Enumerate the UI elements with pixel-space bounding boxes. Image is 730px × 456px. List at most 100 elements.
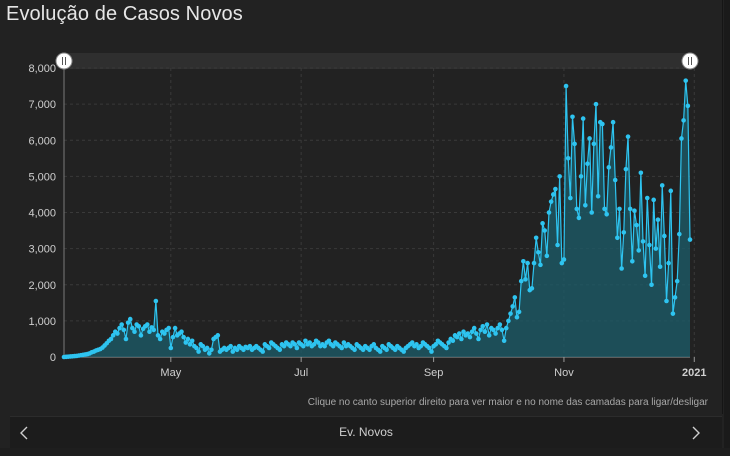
data-point bbox=[476, 336, 481, 342]
data-point bbox=[465, 331, 471, 336]
data-point bbox=[228, 343, 233, 349]
data-point bbox=[234, 347, 240, 353]
data-point bbox=[429, 349, 434, 354]
data-point bbox=[604, 212, 609, 217]
window-bottom-edge bbox=[0, 448, 730, 456]
data-point bbox=[478, 327, 483, 333]
data-point bbox=[651, 197, 656, 203]
chevron-right-icon bbox=[692, 426, 700, 440]
data-point bbox=[632, 208, 637, 213]
data-point bbox=[623, 166, 629, 172]
data-point bbox=[531, 260, 537, 266]
data-point bbox=[550, 192, 556, 197]
data-point bbox=[544, 253, 550, 259]
data-point bbox=[546, 210, 552, 215]
data-point bbox=[414, 342, 419, 347]
next-chart-button[interactable] bbox=[686, 423, 706, 443]
data-point bbox=[555, 242, 560, 248]
chart-panel: Evolução de Casos Novos 0 1,000 2,000 3,000… bbox=[0, 0, 723, 414]
data-point bbox=[518, 278, 524, 284]
data-point bbox=[529, 286, 535, 291]
x-tick-label: Jul bbox=[294, 367, 308, 379]
y-tick-label: 7,000 bbox=[28, 99, 56, 111]
data-point bbox=[644, 195, 650, 201]
data-point bbox=[151, 327, 157, 333]
data-point bbox=[666, 260, 671, 266]
data-point bbox=[521, 258, 526, 264]
x-tick-label: 2021 bbox=[682, 367, 706, 379]
range-handle-end[interactable] bbox=[681, 52, 699, 70]
data-point bbox=[589, 210, 595, 215]
data-point bbox=[642, 273, 648, 279]
data-point bbox=[294, 345, 300, 351]
data-point bbox=[506, 318, 511, 324]
data-point bbox=[580, 116, 586, 121]
data-point bbox=[514, 314, 520, 320]
data-point bbox=[630, 258, 635, 264]
data-point bbox=[409, 340, 415, 345]
data-point bbox=[300, 343, 306, 349]
data-point bbox=[418, 343, 424, 349]
data-point bbox=[367, 347, 372, 353]
range-selector-track bbox=[64, 53, 690, 69]
data-point bbox=[679, 136, 684, 141]
data-point bbox=[168, 345, 174, 351]
data-point bbox=[110, 333, 116, 338]
data-point bbox=[668, 188, 674, 194]
data-point bbox=[621, 230, 627, 235]
data-point bbox=[493, 331, 498, 336]
data-point bbox=[612, 177, 618, 183]
data-point bbox=[525, 260, 530, 266]
data-point bbox=[606, 165, 612, 170]
data-point bbox=[501, 338, 507, 344]
data-point bbox=[162, 331, 167, 336]
chart-title: Evolução de Casos Novos bbox=[6, 3, 243, 25]
data-point bbox=[674, 278, 680, 284]
data-point bbox=[461, 329, 466, 335]
data-point bbox=[548, 199, 554, 204]
data-point bbox=[587, 136, 592, 141]
data-point bbox=[523, 277, 528, 282]
data-point bbox=[132, 329, 137, 335]
data-point bbox=[533, 235, 539, 241]
data-point bbox=[482, 329, 488, 335]
data-point bbox=[516, 309, 522, 315]
y-tick-label: 4,000 bbox=[28, 208, 56, 220]
y-tick-label: 5,000 bbox=[28, 171, 56, 183]
data-point bbox=[260, 349, 266, 354]
data-point bbox=[497, 322, 503, 327]
data-point bbox=[536, 249, 541, 255]
data-point bbox=[538, 262, 543, 268]
data-point bbox=[685, 103, 691, 109]
data-point bbox=[563, 83, 569, 89]
data-point bbox=[446, 340, 451, 345]
data-point bbox=[459, 336, 464, 342]
data-point bbox=[341, 340, 347, 345]
range-handle-start[interactable] bbox=[55, 52, 73, 70]
data-point bbox=[209, 347, 214, 353]
data-point bbox=[194, 345, 199, 351]
data-point bbox=[230, 349, 236, 354]
prev-chart-button[interactable] bbox=[14, 423, 34, 443]
data-point bbox=[561, 257, 567, 262]
data-point bbox=[574, 206, 580, 212]
data-point bbox=[315, 340, 321, 345]
data-point bbox=[615, 235, 620, 241]
data-point bbox=[559, 260, 565, 266]
data-point bbox=[450, 338, 456, 344]
data-point bbox=[360, 347, 366, 353]
handle-knob-icon bbox=[55, 52, 73, 70]
data-point bbox=[583, 202, 588, 208]
data-point bbox=[247, 343, 253, 349]
x-tick-label: May bbox=[160, 367, 181, 379]
data-point bbox=[155, 333, 161, 338]
y-tick-label: 6,000 bbox=[28, 135, 56, 147]
data-point bbox=[670, 311, 676, 316]
evolucao-casos-chart[interactable]: 0 1,000 2,000 3,000 4,000 5,000 6,000 7,000 8,00… bbox=[0, 0, 722, 414]
window-right-edge bbox=[724, 0, 730, 456]
data-point bbox=[600, 121, 605, 127]
data-point bbox=[166, 325, 171, 331]
y-tick-label: 8,000 bbox=[28, 63, 56, 75]
data-point bbox=[121, 327, 127, 333]
data-point bbox=[474, 331, 479, 336]
